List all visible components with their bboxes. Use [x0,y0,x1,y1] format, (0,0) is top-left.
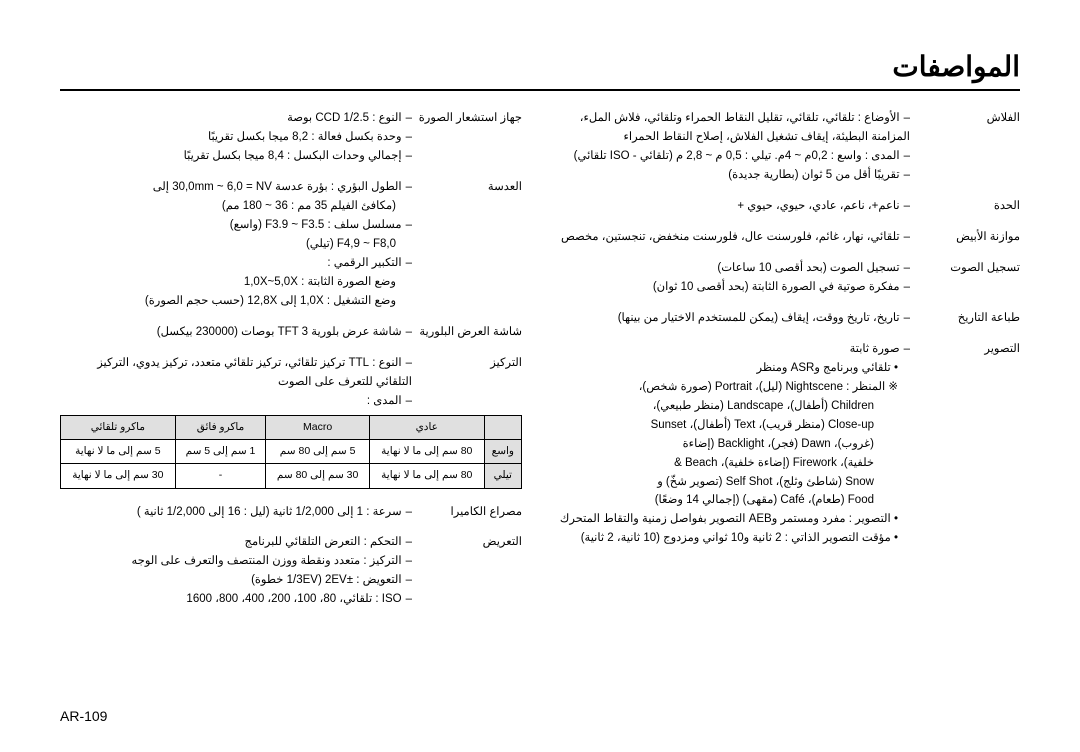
date-label: طباعة التاريخ [910,309,1020,328]
wb-body: –تلقائي، نهار، غائم، فلورسنت عال، فلورسن… [558,228,910,247]
shoot-bullet2-0: التصوير : مفرد ومستمر وAEB التصوير بفواص… [560,513,891,525]
scene-3: خلفية)، Firework (إضاءة خلفية)، Beach & [674,457,874,469]
focus-item-1: المدى : [367,395,402,407]
scene-0: Children (أطفال)، Landscape (منظر طبيعي)… [653,400,874,412]
shutter-body: –سرعة : 1 إلى 1/2,000 ثانية (ليل : 16 إل… [60,503,412,522]
page-number: AR-109 [60,708,107,724]
voice-item-0: تسجيل الصوت (بحد أقصى 10 ساعات) [717,262,899,274]
shoot-body: –صورة ثابتة • تلقائي وبرنامج وASR ومنظر … [558,340,910,549]
lens-body: –الطول البؤري : بؤرة عدسة 30,0mm ~ 6,0 =… [60,178,412,311]
lens-item-4: التكبير الرقمي : [327,257,401,269]
content-columns: جهاز استشعار الصورة –النوع : CCD 1/2.5 ب… [60,109,1020,611]
exposure-label: التعريض [412,533,522,552]
sensor-item-1: وحدة بكسل فعالة : 8,2 ميجا بكسل تقريبًا [208,131,402,143]
cell-t-normal: 80 سم إلى ما لا نهاية [369,464,484,488]
lens-item-6: وضع التشغيل : 1,0X إلى 12,8X (حسب حجم ال… [145,295,396,307]
flash-label: الفلاش [910,109,1020,128]
th-macro: Macro [266,415,370,439]
th-supermacro: ماكرو فائق [175,415,266,439]
exp-item-0: التحكم : التعرض التلقائي للبرنامج [245,536,402,548]
flash-item-1: المدى : واسع : 0,2م ~ 4م. تيلي : 0,5 م ~… [574,150,900,162]
exp-item-3: ISO : تلقائي، 80، 100، 200، 400، 800، 16… [186,593,401,605]
right-column: جهاز استشعار الصورة –النوع : CCD 1/2.5 ب… [60,109,522,611]
shoot-label: التصوير [910,340,1020,359]
wb-item-0: تلقائي، نهار، غائم، فلورسنت عال، فلورسنت… [561,231,900,243]
voice-body: –تسجيل الصوت (بحد أقصى 10 ساعات) –مفكرة … [558,259,910,297]
voice-label: تسجيل الصوت [910,259,1020,278]
lcd-body: –شاشة عرض بلورية TFT 3 بوصات (230000 بيك… [60,323,412,342]
shoot-item-0: صورة ثابتة [850,343,900,355]
lcd-label: شاشة العرض البلورية [412,323,522,342]
exp-item-1: التركيز : متعدد ونقطة ووزن المنتصف والتع… [132,555,402,567]
cell-t-auto: 30 سم إلى ما لا نهاية [61,464,176,488]
cell-w-super: 1 سم إلى 5 سم [175,439,266,463]
cell-t-macro: 30 سم إلى 80 سم [266,464,370,488]
scene-prefix: ※ المنظر : Nightscene (ليل)، Portrait (ص… [639,381,898,393]
cell-w-auto: 5 سم إلى ما لا نهاية [61,439,176,463]
focus-body: –النوع : TTL تركيز تلقائي، تركيز تلقائي … [60,354,412,411]
cell-w-normal: 80 سم إلى ما لا نهاية [369,439,484,463]
sensor-item-0: النوع : CCD 1/2.5 بوصة [287,112,402,124]
sharp-item-0: ناعم+، ناعم، عادي، حيوي، حيوي + [737,200,899,212]
lens-item-3: F4,9 ~ F8,0 (تيلي) [306,238,396,250]
page-title: المواصفات [60,50,1020,91]
lcd-item-0: شاشة عرض بلورية TFT 3 بوصات (230000 بيكس… [157,326,402,338]
date-body: –تاريخ، تاريخ ووقت، إيقاف (يمكن للمستخدم… [558,309,910,328]
lens-label: العدسة [412,178,522,197]
sharp-body: –ناعم+، ناعم، عادي، حيوي، حيوي + [558,197,910,216]
date-item-0: تاريخ، تاريخ ووقت، إيقاف (يمكن للمستخدم … [618,312,900,324]
wb-label: موازنة الأبيض [910,228,1020,247]
flash-body: –الأوضاع : تلقائي، تلقائي، تقليل النقاط … [558,109,910,185]
scene-5: Food (طعام)، Café (مقهى) (إجمالي 14 وضعً… [655,494,874,506]
th-normal: عادي [369,415,484,439]
sharp-label: الحدة [910,197,1020,216]
row-wide-label: واسع [484,439,521,463]
sensor-body: –النوع : CCD 1/2.5 بوصة –وحدة بكسل فعالة… [60,109,412,166]
shoot-bullet-0: تلقائي وبرنامج وASR ومنظر [756,362,890,374]
row-tele-label: تيلي [484,464,521,488]
focus-range-table: عادي Macro ماكرو فائق ماكرو تلقائي واسع … [60,415,522,489]
scene-4: Snow (شاطئ وثلج)، Self Shot (تصوير شخّ) … [657,476,874,488]
lens-item-0: الطول البؤري : بؤرة عدسة 30,0mm ~ 6,0 = … [153,181,402,193]
shoot-bullet2-1: مؤقت التصوير الذاتي : 2 ثانية و10 ثواني … [581,532,891,544]
scene-1: Close-up (منظر قريب)، Text (أطفال)، Suns… [651,419,874,431]
cell-w-macro: 5 سم إلى 80 سم [266,439,370,463]
th-automacro: ماكرو تلقائي [61,415,176,439]
sensor-label: جهاز استشعار الصورة [412,109,522,128]
flash-item-2: تقريبًا أقل من 5 ثوان (بطارية جديدة) [728,169,899,181]
cell-t-super: - [175,464,266,488]
lens-item-1: (مكافئ الفيلم 35 مم : 36 ~ 180 مم) [222,200,396,212]
th-blank [484,415,521,439]
shutter-item-0: سرعة : 1 إلى 1/2,000 ثانية (ليل : 16 إلى… [137,506,402,518]
lens-item-5: وضع الصورة الثابتة : 1,0X~5,0X [244,276,396,288]
flash-item-0: الأوضاع : تلقائي، تلقائي، تقليل النقاط ا… [580,112,910,143]
shutter-label: مصراع الكاميرا [412,503,522,522]
left-column: الفلاش –الأوضاع : تلقائي، تلقائي، تقليل … [558,109,1020,611]
exp-item-2: التعويض : ±2EV (1/3EV خطوة) [251,574,402,586]
focus-label: التركيز [412,354,522,373]
scene-2: (غروب)، Dawn (فجر)، Backlight (إضاءة [683,438,874,450]
focus-item-0: النوع : TTL تركيز تلقائي، تركيز تلقائي م… [97,357,412,388]
voice-item-1: مفكرة صوتية في الصورة الثابتة (بحد أقصى … [653,281,900,293]
lens-item-2: مسلسل سلف : F3.9 ~ F3.5 (واسع) [230,219,402,231]
sensor-item-2: إجمالي وحدات البكسل : 8,4 ميجا بكسل تقري… [184,150,402,162]
exposure-body: –التحكم : التعرض التلقائي للبرنامج –التر… [60,533,412,609]
